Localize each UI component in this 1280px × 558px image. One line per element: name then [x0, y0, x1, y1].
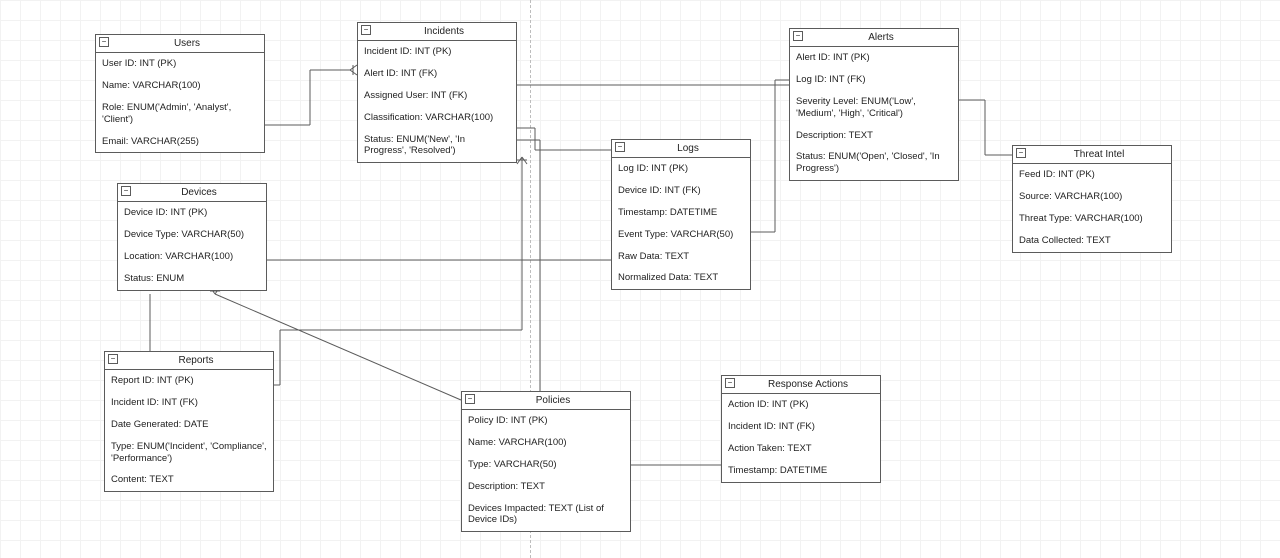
entity-field[interactable]: Devices Impacted: TEXT (List of Device I…	[462, 498, 630, 532]
collapse-icon[interactable]: −	[99, 37, 109, 47]
entity-field[interactable]: Severity Level: ENUM('Low', 'Medium', 'H…	[790, 91, 958, 125]
entity-title-label: Users	[174, 38, 200, 49]
entity-fields: Log ID: INT (PK)Device ID: INT (FK)Times…	[612, 158, 750, 289]
collapse-icon[interactable]: −	[465, 394, 475, 404]
entity-threat_intel[interactable]: − Threat Intel Feed ID: INT (PK)Source: VA…	[1012, 145, 1172, 253]
entity-fields: Action ID: INT (PK)Incident ID: INT (FK)…	[722, 394, 880, 482]
entity-field[interactable]: Report ID: INT (PK)	[105, 370, 273, 392]
entity-field[interactable]: Device ID: INT (FK)	[612, 180, 750, 202]
entity-field[interactable]: Log ID: INT (PK)	[612, 158, 750, 180]
entity-field[interactable]: Classification: VARCHAR(100)	[358, 107, 516, 129]
er-diagram-canvas[interactable]: −UsersUser ID: INT (PK)Name: VARCHAR(100…	[0, 0, 1280, 558]
entity-devices[interactable]: − Devices Device ID: INT (PK)Device Type: …	[117, 183, 267, 291]
entity-fields: Incident ID: INT (PK)Alert ID: INT (FK)A…	[358, 41, 516, 162]
entity-field[interactable]: Timestamp: DATETIME	[722, 460, 880, 482]
entity-field[interactable]: Data Collected: TEXT	[1013, 230, 1171, 252]
entity-title[interactable]: − Incidents	[358, 23, 516, 41]
entity-field[interactable]: Description: TEXT	[462, 476, 630, 498]
entity-title[interactable]: − Reports	[105, 352, 273, 370]
entity-field[interactable]: Log ID: INT (FK)	[790, 69, 958, 91]
entity-field[interactable]: Description: TEXT	[790, 125, 958, 147]
entity-fields: Alert ID: INT (PK)Log ID: INT (FK)Severi…	[790, 47, 958, 180]
entity-field[interactable]: Status: ENUM('Open', 'Closed', 'In Progr…	[790, 146, 958, 180]
entity-field[interactable]: Policy ID: INT (PK)	[462, 410, 630, 432]
entity-field[interactable]: Device Type: VARCHAR(50)	[118, 224, 266, 246]
entity-field[interactable]: Name: VARCHAR(100)	[462, 432, 630, 454]
entity-reports[interactable]: − Reports Report ID: INT (PK)Incident ID: …	[104, 351, 274, 492]
entity-alerts[interactable]: − Alerts Alert ID: INT (PK)Log ID: INT (FK…	[789, 28, 959, 181]
entity-field[interactable]: Feed ID: INT (PK)	[1013, 164, 1171, 186]
entity-fields: Report ID: INT (PK)Incident ID: INT (FK)…	[105, 370, 273, 491]
collapse-icon[interactable]: −	[793, 31, 803, 41]
entity-title-label: Logs	[677, 143, 699, 154]
collapse-icon[interactable]: −	[1016, 148, 1026, 158]
entity-title[interactable]: − Users	[96, 35, 264, 53]
entity-title-label: Incidents	[424, 26, 464, 37]
entity-title[interactable]: − Policies	[462, 392, 630, 410]
entity-field[interactable]: Incident ID: INT (PK)	[358, 41, 516, 63]
entity-field[interactable]: Status: ENUM('New', 'In Progress', 'Reso…	[358, 129, 516, 163]
entity-field[interactable]: Incident ID: INT (FK)	[722, 416, 880, 438]
entity-title[interactable]: − Logs	[612, 140, 750, 158]
collapse-icon[interactable]: −	[615, 142, 625, 152]
entity-response_actions[interactable]: − Response Actions Action ID: INT (PK)Inci…	[721, 375, 881, 483]
entity-field[interactable]: User ID: INT (PK)	[96, 53, 264, 75]
entity-title[interactable]: − Alerts	[790, 29, 958, 47]
entity-field[interactable]: Action Taken: TEXT	[722, 438, 880, 460]
entity-incidents[interactable]: − Incidents Incident ID: INT (PK)Alert ID:…	[357, 22, 517, 163]
entity-field[interactable]: Location: VARCHAR(100)	[118, 246, 266, 268]
entity-field[interactable]: Email: VARCHAR(255)	[96, 131, 264, 153]
entity-field[interactable]: Device ID: INT (PK)	[118, 202, 266, 224]
entity-field[interactable]: Type: ENUM('Incident', 'Compliance', 'Pe…	[105, 436, 273, 470]
entity-field[interactable]: Normalized Data: TEXT	[612, 267, 750, 289]
entity-fields: Feed ID: INT (PK)Source: VARCHAR(100)Thr…	[1013, 164, 1171, 252]
entity-field[interactable]: Timestamp: DATETIME	[612, 202, 750, 224]
collapse-icon[interactable]: −	[725, 378, 735, 388]
collapse-icon[interactable]: −	[121, 186, 131, 196]
entity-title-label: Devices	[181, 187, 217, 198]
entity-field[interactable]: Raw Data: TEXT	[612, 246, 750, 268]
entity-fields: Device ID: INT (PK)Device Type: VARCHAR(…	[118, 202, 266, 290]
entity-policies[interactable]: − Policies Policy ID: INT (PK)Name: VARCHA…	[461, 391, 631, 532]
entity-fields: Policy ID: INT (PK)Name: VARCHAR(100)Typ…	[462, 410, 630, 531]
entity-title[interactable]: − Response Actions	[722, 376, 880, 394]
entity-field[interactable]: Source: VARCHAR(100)	[1013, 186, 1171, 208]
entity-logs[interactable]: − Logs Log ID: INT (PK)Device ID: INT (FK)…	[611, 139, 751, 290]
entity-field[interactable]: Date Generated: DATE	[105, 414, 273, 436]
entity-field[interactable]: Event Type: VARCHAR(50)	[612, 224, 750, 246]
entity-field[interactable]: Threat Type: VARCHAR(100)	[1013, 208, 1171, 230]
entity-field[interactable]: Assigned User: INT (FK)	[358, 85, 516, 107]
entity-field[interactable]: Name: VARCHAR(100)	[96, 75, 264, 97]
entity-title[interactable]: − Devices	[118, 184, 266, 202]
entity-field[interactable]: Action ID: INT (PK)	[722, 394, 880, 416]
entity-field[interactable]: Alert ID: INT (FK)	[358, 63, 516, 85]
entity-field[interactable]: Role: ENUM('Admin', 'Analyst', 'Client')	[96, 97, 264, 131]
entity-title-label: Threat Intel	[1074, 149, 1125, 160]
entity-title-label: Policies	[536, 395, 570, 406]
entity-field[interactable]: Status: ENUM	[118, 268, 266, 290]
entity-title-label: Response Actions	[768, 379, 848, 390]
entity-users[interactable]: − Users User ID: INT (PK)Name: VARCHAR(100…	[95, 34, 265, 153]
entity-field[interactable]: Alert ID: INT (PK)	[790, 47, 958, 69]
collapse-icon[interactable]: −	[361, 25, 371, 35]
entity-title-label: Alerts	[868, 32, 894, 43]
entity-title[interactable]: − Threat Intel	[1013, 146, 1171, 164]
entity-title-label: Reports	[178, 355, 213, 366]
entity-field[interactable]: Incident ID: INT (FK)	[105, 392, 273, 414]
entity-field[interactable]: Content: TEXT	[105, 469, 273, 491]
entity-field[interactable]: Type: VARCHAR(50)	[462, 454, 630, 476]
entity-fields: User ID: INT (PK)Name: VARCHAR(100)Role:…	[96, 53, 264, 152]
collapse-icon[interactable]: −	[108, 354, 118, 364]
